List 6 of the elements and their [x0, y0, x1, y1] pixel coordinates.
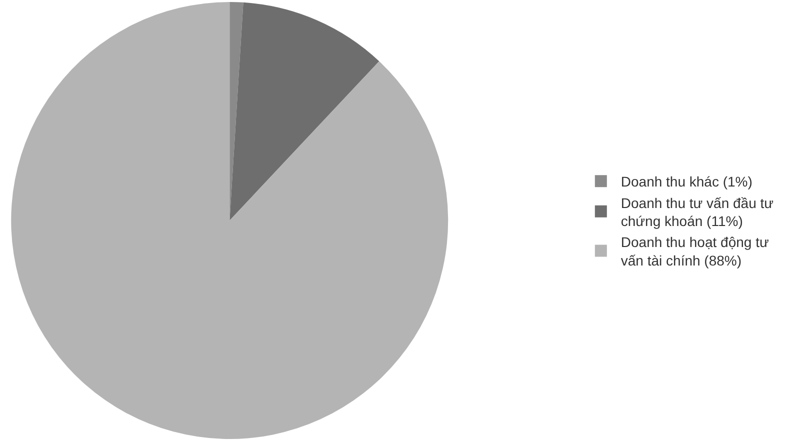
legend-label: Doanh thu khác (1%): [620, 174, 752, 190]
legend-label: Doanh thu tư vấn đầu tư chứng khoán (11%): [620, 194, 774, 229]
legend-label: Doanh thu hoạt động tư vấn tài chính (88%): [620, 234, 769, 268]
pie-slice: [11, 2, 448, 439]
pie-slice: [230, 2, 244, 220]
pie-slice: [230, 2, 380, 220]
